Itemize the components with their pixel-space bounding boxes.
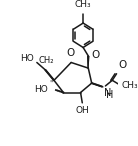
Text: '': '' bbox=[49, 80, 53, 89]
Text: HO: HO bbox=[20, 54, 33, 63]
Text: O: O bbox=[66, 48, 74, 58]
Text: CH₂: CH₂ bbox=[39, 56, 54, 65]
Text: CH₃: CH₃ bbox=[75, 0, 91, 9]
Text: HO: HO bbox=[34, 85, 48, 94]
Text: CH₃: CH₃ bbox=[122, 81, 138, 90]
Text: O: O bbox=[118, 60, 127, 70]
Text: OH: OH bbox=[75, 106, 89, 115]
Polygon shape bbox=[87, 56, 90, 68]
Text: N: N bbox=[104, 88, 111, 98]
Text: H: H bbox=[106, 90, 114, 100]
Text: O: O bbox=[92, 50, 100, 60]
